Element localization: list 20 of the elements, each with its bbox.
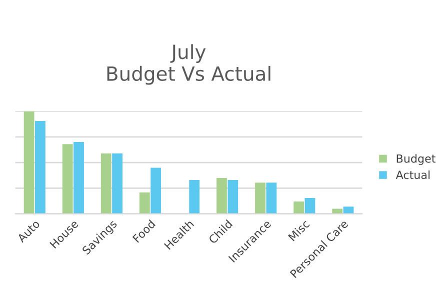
bar [294, 202, 304, 214]
bar [266, 182, 277, 214]
bar [343, 206, 354, 214]
bar [304, 198, 316, 214]
legend-label: Actual [396, 170, 430, 180]
bar [35, 121, 46, 214]
bar [228, 180, 238, 214]
chart-title: July Budget Vs Actual [107, 44, 270, 85]
bar [216, 178, 227, 214]
bar [74, 142, 84, 214]
bar [24, 111, 34, 214]
bar [139, 192, 150, 214]
bar [112, 153, 122, 214]
bar [150, 168, 162, 214]
bar [189, 180, 200, 214]
bar [62, 144, 73, 214]
bar [332, 208, 343, 214]
bar [100, 153, 112, 214]
bar [255, 182, 266, 214]
legend-label: Budget [396, 154, 436, 165]
